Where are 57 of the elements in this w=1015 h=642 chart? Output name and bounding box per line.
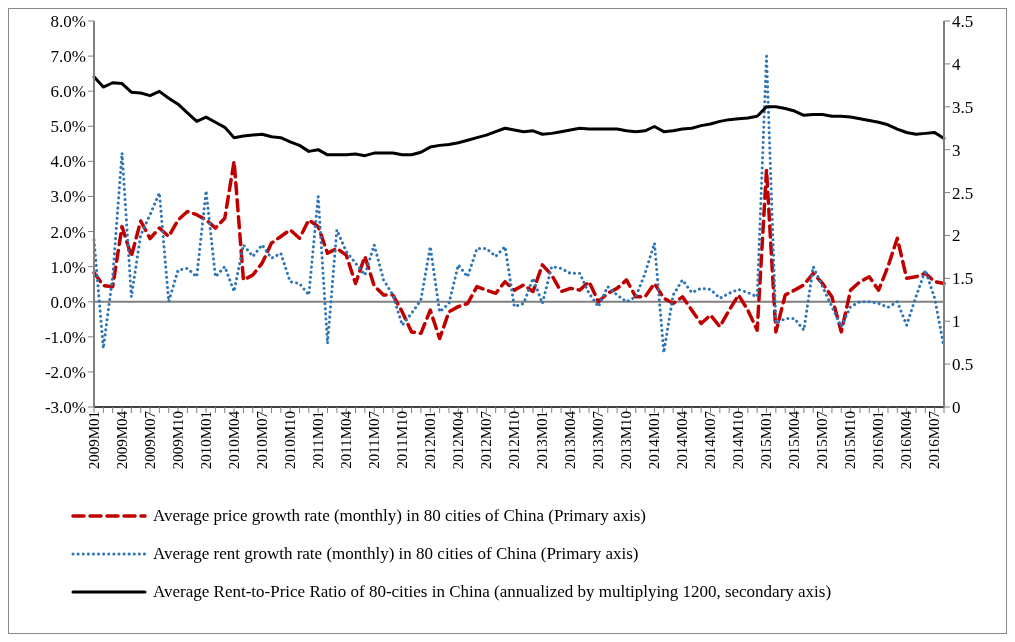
y-tick-label: 7.0%: [50, 47, 86, 67]
legend-label: Average rent growth rate (monthly) in 80 cities of China (Primary axis): [153, 544, 639, 564]
x-tick-label: 2014M01: [646, 411, 663, 470]
y-tick-label: 2.0%: [50, 222, 86, 242]
y-tick-label: 8.0%: [50, 12, 86, 32]
y2-tick-label: 4: [952, 54, 961, 74]
x-tick-label: 2009M10: [169, 411, 186, 470]
y2-tick-label: 3: [952, 140, 961, 160]
x-tick-label: 2010M04: [225, 410, 242, 470]
x-tick-label: 2009M07: [141, 410, 158, 470]
y-tick-label: 1.0%: [50, 257, 86, 277]
x-tick-label: 2014M07: [702, 410, 719, 470]
y-tick-label: -1.0%: [44, 327, 86, 347]
x-tick-label: 2015M07: [814, 410, 831, 470]
y-tick-label: 3.0%: [50, 187, 86, 207]
x-tick-label: 2012M04: [449, 410, 466, 470]
legend-label: Average price growth rate (monthly) in 80 cities of China (Primary axis): [153, 506, 647, 526]
x-tick-label: 2015M01: [758, 411, 775, 470]
x-tick-label: 2013M04: [562, 410, 579, 470]
x-tick-label: 2015M04: [786, 410, 803, 470]
x-tick-label: 2013M10: [618, 411, 635, 470]
x-tick-label: 2011M07: [365, 410, 382, 469]
y2-tick-label: 0.5: [952, 355, 974, 375]
x-tick-label: 2010M10: [281, 411, 298, 470]
y2-tick-label: 1: [952, 312, 961, 332]
x-tick-label: 2011M01: [309, 411, 326, 469]
x-tick-label: 2012M10: [505, 411, 522, 470]
y-tick-label: 6.0%: [50, 82, 86, 102]
x-tick-label: 2014M04: [674, 410, 691, 470]
line-series: [92, 75, 946, 158]
x-tick-label: 2014M10: [730, 411, 747, 470]
y2-tick-label: 4.5: [952, 12, 974, 32]
x-tick-label: 2012M07: [477, 410, 494, 470]
x-tick-label: 2011M10: [393, 411, 410, 469]
x-tick-label: 2009M04: [113, 410, 130, 470]
legend-label: Average Rent-to-Price Ratio of 80-cities in China (annualized by multiplying 1200, secondary axis): [153, 582, 832, 602]
x-tick-label: 2011M04: [337, 410, 354, 469]
y2-tick-label: 3.5: [952, 97, 974, 117]
y-tick-label: -2.0%: [44, 362, 86, 382]
y2-tick-label: 0: [952, 398, 961, 418]
x-tick-label: 2015M10: [842, 411, 859, 470]
y2-tick-label: 2.5: [952, 183, 974, 203]
x-tick-label: 2010M07: [253, 410, 270, 470]
x-tick-label: 2016M07: [926, 410, 943, 470]
y-tick-label: 0.0%: [50, 292, 86, 312]
y2-tick-label: 2: [952, 226, 961, 246]
x-tick-label: 2013M07: [590, 410, 607, 470]
x-tick-label: 2016M04: [898, 410, 915, 470]
x-tick-label: 2009M01: [85, 411, 102, 470]
x-tick-label: 2016M01: [870, 411, 887, 470]
x-tick-label: 2010M01: [197, 411, 214, 470]
x-tick-label: 2012M01: [421, 411, 438, 470]
y-tick-label: 4.0%: [50, 152, 86, 172]
y2-tick-label: 1.5: [952, 269, 974, 289]
y-tick-label: 5.0%: [50, 117, 86, 137]
y-tick-label: -3.0%: [44, 398, 86, 418]
x-tick-label: 2013M01: [534, 411, 550, 470]
